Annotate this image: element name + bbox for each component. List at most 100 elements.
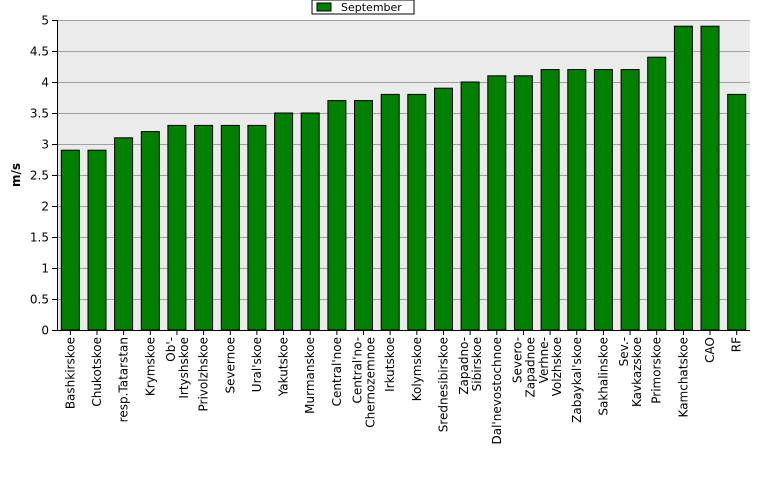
y-tick-label: 3.5 <box>30 107 49 121</box>
x-tick-label-line: Chukotskoe <box>90 337 104 407</box>
bar <box>247 124 267 331</box>
x-tick-label: Zapadno-Sibirskoe <box>457 337 484 395</box>
x-tick-label-line: Sakhalinskoe <box>596 337 610 416</box>
legend-label: September <box>341 1 402 14</box>
bar <box>647 56 667 331</box>
x-tick-label: Sakhalinskoe <box>596 337 610 416</box>
x-tick-label: Ural'skoe <box>250 337 264 392</box>
x-tick-label-line: Privolzhskoe <box>197 337 211 411</box>
x-tick-label-line: Irkutskoe <box>383 337 397 392</box>
x-tick-label-line: Srednesibirskoe <box>437 337 451 432</box>
x-tick-label-line: Kolymskoe <box>410 337 424 401</box>
x-tick-label-line: Zapadnoe <box>523 337 537 398</box>
x-tick-label-line: Severo- <box>510 337 524 383</box>
x-tick-label-line: Central'noe <box>330 337 344 406</box>
bar <box>700 25 720 331</box>
x-tick-label-line: Chernozemnoe <box>364 337 378 428</box>
x-tick-label-line: Ural'skoe <box>250 337 264 392</box>
x-tick-label: RF <box>730 337 744 352</box>
bar <box>194 124 214 331</box>
legend: September <box>311 0 415 15</box>
x-tick-label-line: CAO <box>703 337 717 363</box>
y-tick-label: 3 <box>41 138 49 152</box>
y-tick-labels: 0 0.5 1 1.5 2 2.5 3 3.5 4 4.5 5 <box>30 14 49 338</box>
y-tick-label: 1.5 <box>30 231 49 245</box>
x-tick-label: Srednesibirskoe <box>437 337 451 432</box>
axes <box>52 20 750 335</box>
bar <box>167 124 187 331</box>
x-tick-label: Ob'-Irtyshskoe <box>164 337 191 399</box>
bar <box>487 75 507 331</box>
x-tick-label-line: Ob'- <box>164 337 178 362</box>
bar <box>87 149 107 331</box>
x-tick-label: resp.Tatarstan <box>117 337 131 422</box>
x-tick-label: Central'noe <box>330 337 344 406</box>
bar <box>673 25 693 331</box>
x-tick-label: Verhne-Volzhskoe <box>537 337 564 396</box>
x-tick-label: CAO <box>703 337 717 363</box>
bar <box>593 69 613 331</box>
bar <box>140 131 160 331</box>
x-tick-label-line: Sibirskoe <box>470 337 484 391</box>
y-tick-label: 2.5 <box>30 169 49 183</box>
x-tick-label: Yakutskoe <box>277 337 291 397</box>
bar <box>434 87 453 331</box>
x-tick-label: Irkutskoe <box>383 337 397 392</box>
x-tick-label-line: Sev.- <box>617 337 631 366</box>
x-tick-label: Zabaykal'skoe <box>570 337 584 423</box>
x-tick-label-line: Volzhskoe <box>550 337 564 396</box>
y-tick-label: 0.5 <box>30 293 49 307</box>
x-tick-label-line: RF <box>730 337 744 352</box>
x-tick-label: Murmanskoe <box>303 337 317 414</box>
x-tick-label: Sev.-Kavkazskoe <box>617 337 644 407</box>
y-tick-label: 4 <box>41 76 49 90</box>
bar <box>620 69 640 331</box>
bar <box>220 124 240 331</box>
x-tick-label-line: Krymskoe <box>143 337 157 396</box>
x-tick-label-line: Severnoe <box>223 337 237 394</box>
x-tick-label-line: Irtyshskoe <box>177 337 191 399</box>
legend-box <box>311 0 415 15</box>
x-tick-label-line: Primorskoe <box>650 337 664 404</box>
x-tick-label-line: Kamchatskoe <box>676 337 690 417</box>
bar <box>727 93 747 331</box>
bar <box>513 75 533 331</box>
x-tick-label-line: Kavkazskoe <box>630 337 644 407</box>
x-tick-label: Chukotskoe <box>90 337 104 407</box>
x-tick-label: Primorskoe <box>650 337 664 404</box>
y-tick-label: 2 <box>41 200 49 214</box>
bar <box>274 112 294 331</box>
x-tick-label-line: Verhne- <box>537 337 551 383</box>
bar <box>540 69 560 331</box>
bar <box>354 100 373 331</box>
bar <box>114 137 134 331</box>
legend-swatch <box>316 2 332 12</box>
x-tick-label: Severnoe <box>223 337 237 394</box>
x-tick-label-line: Central'no- <box>351 337 365 404</box>
x-tick-label: Privolzhskoe <box>197 337 211 411</box>
x-tick-label: Bashkirskoe <box>63 337 77 409</box>
x-tick-label: Central'no-Chernozemnoe <box>351 337 378 428</box>
y-tick-label: 0 <box>41 324 49 338</box>
bar <box>300 112 320 331</box>
y-axis-label: m/s <box>9 163 23 187</box>
bars <box>60 25 747 331</box>
x-tick-label: Severo-Zapadnoe <box>510 337 537 398</box>
bar <box>567 69 587 331</box>
bar <box>460 81 480 331</box>
x-tick-label-line: Zapadno- <box>457 337 471 395</box>
y-tick-label: 5 <box>41 14 49 28</box>
y-tick-label: 4.5 <box>30 45 49 59</box>
bar <box>380 93 400 331</box>
x-tick-label-line: resp.Tatarstan <box>117 337 131 422</box>
bar <box>327 100 347 331</box>
bar <box>60 149 80 331</box>
x-tick-label-line: Zabaykal'skoe <box>570 337 584 423</box>
bar <box>407 93 427 331</box>
x-tick-labels: Bashkirskoe Chukotskoe resp.Tatarstan Kryms… <box>63 337 743 445</box>
x-tick-label: Krymskoe <box>143 337 157 396</box>
x-tick-label-line: Bashkirskoe <box>63 337 77 409</box>
x-tick-label: Kolymskoe <box>410 337 424 401</box>
x-tick-label: Kamchatskoe <box>676 337 690 417</box>
